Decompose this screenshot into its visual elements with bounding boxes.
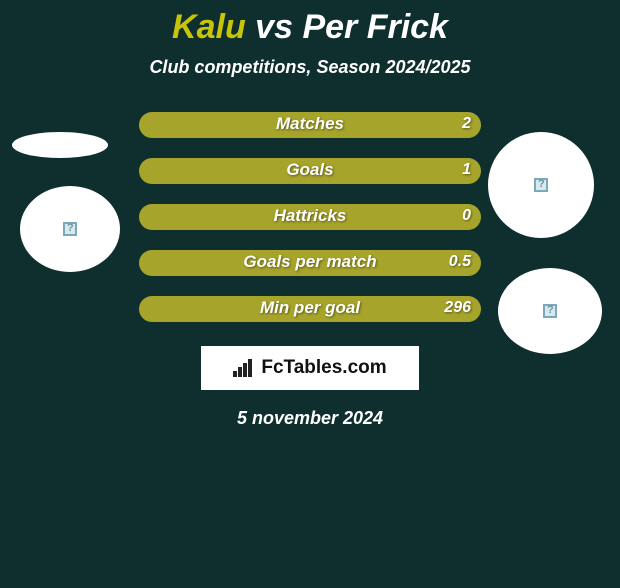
stat-row: Matches 2 (139, 112, 481, 138)
stat-row: Goals per match 0.5 (139, 250, 481, 276)
page-title: Kalu vs Per Frick (0, 8, 620, 47)
stat-row: Hattricks 0 (139, 204, 481, 230)
date-label: 5 november 2024 (0, 408, 620, 429)
avatar (488, 132, 594, 238)
stat-value-right: 2 (462, 115, 471, 133)
stat-value-right: 0 (462, 207, 471, 225)
title-part-3: Per Frick (302, 8, 448, 46)
stat-row: Min per goal 296 (139, 296, 481, 322)
stat-row: Goals 1 (139, 158, 481, 184)
avatar (12, 132, 108, 158)
brand-badge: FcTables.com (201, 346, 419, 390)
title-part-1: Kalu (172, 8, 246, 46)
brand-text: FcTables.com (261, 357, 386, 379)
stat-label: Matches (276, 114, 344, 134)
stats-container: Matches 2 Goals 1 Hattricks 0 Goals per match 0… (139, 112, 481, 322)
placeholder-icon (543, 304, 557, 318)
subtitle: Club competitions, Season 2024/2025 (0, 57, 620, 78)
stat-value-right: 296 (444, 299, 471, 317)
stat-value-right: 0.5 (449, 253, 471, 271)
stat-label: Min per goal (260, 298, 360, 318)
stat-value-right: 1 (462, 161, 471, 179)
placeholder-icon (63, 222, 77, 236)
stat-label: Goals per match (243, 252, 376, 272)
brand-icon (233, 359, 255, 377)
avatar (20, 186, 120, 272)
stat-label: Hattricks (274, 206, 347, 226)
avatar (498, 268, 602, 354)
placeholder-icon (534, 178, 548, 192)
stat-label: Goals (286, 160, 333, 180)
title-part-2: vs (246, 8, 303, 46)
